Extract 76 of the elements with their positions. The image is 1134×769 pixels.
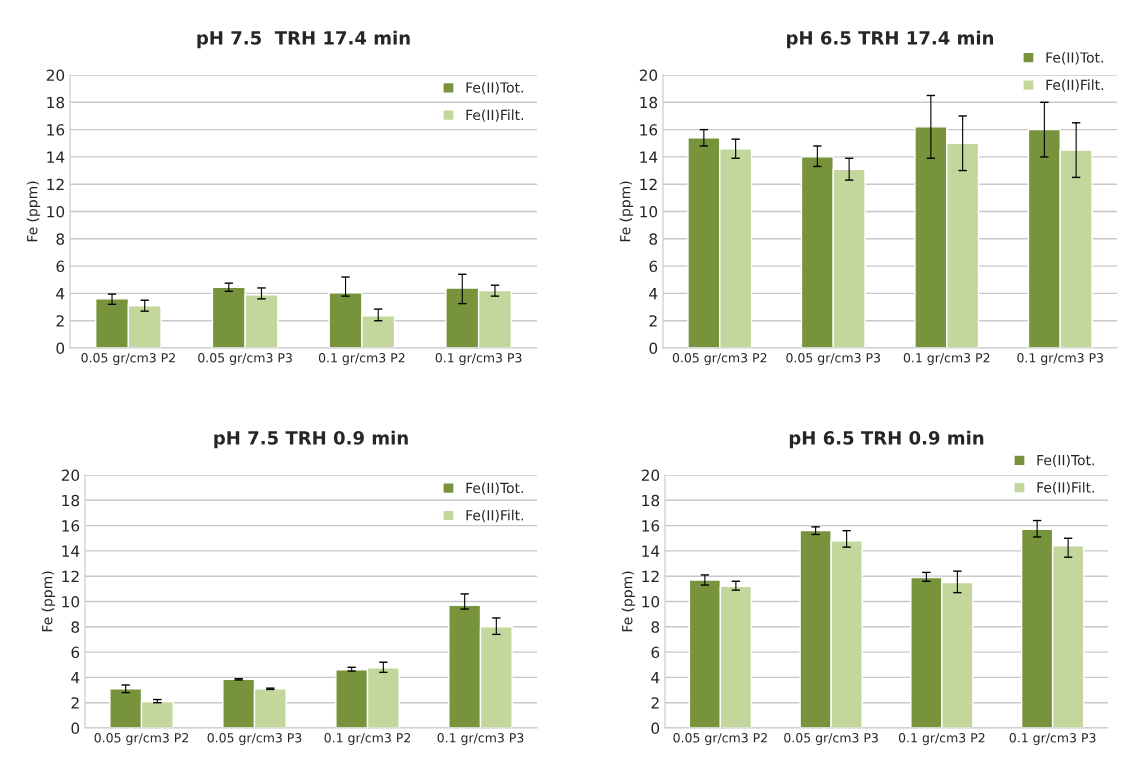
y-tick-label: 4 [651,672,660,684]
y-tick-label: 2 [651,697,659,709]
y-tick-label: 6 [56,260,65,273]
y-tick-label: 12 [642,570,659,582]
y-tick-label: 14 [642,545,660,557]
x-tick-label: 0.05 gr/cm3 P2 [672,353,767,365]
y-tick-label: 10 [642,595,660,608]
y-tick-label: 10 [62,595,80,608]
y-tick-label: 18 [642,494,660,507]
y-tick-label: 0 [71,722,80,735]
x-tick-label: 0.1 gr/cm3 P3 [437,733,524,745]
y-tick-label: 12 [62,570,79,582]
y-axis-title: Fe (ppm) [621,571,636,632]
y-tick-label: 8 [71,621,80,633]
y-tick-label: 10 [640,205,658,218]
y-tick-label: 16 [47,124,65,136]
y-tick-label: 0 [651,722,660,735]
y-axis-title: Fe (ppm) [26,181,41,242]
y-tick-label: 20 [61,469,80,482]
chart-title: pH 7.5 TRH 17.4 min [197,30,410,49]
y-tick-label: 20 [639,69,658,82]
x-tick-label: 0.1 gr/cm3 P2 [898,733,985,745]
y-axis-title: Fe (ppm) [41,571,56,632]
y-tick-label: 12 [640,178,657,190]
y-tick-label: 6 [71,646,80,659]
x-tick-label: 0.1 gr/cm3 P3 [1017,353,1104,365]
legend-label: Fe(II)Filt. [466,109,523,122]
legend-label: Fe(II)Filt. [1046,79,1103,92]
y-tick-label: 14 [62,545,80,557]
y-tick-label: 8 [56,233,65,245]
legend-label: Fe(II)Tot. [1046,52,1103,65]
x-tick-label: 0.05 gr/cm3 P2 [94,733,189,745]
y-tick-label: 8 [651,621,660,633]
y-tick-label: 16 [62,520,80,532]
y-tick-label: 18 [640,96,658,109]
chart-title: pH 6.5 TRH 0.9 min [789,430,984,449]
x-tick-label: 0.1 gr/cm3 P3 [1009,733,1096,745]
y-tick-label: 16 [640,124,658,136]
y-tick-label: 6 [649,260,658,273]
y-tick-label: 4 [71,672,80,684]
y-tick-label: 2 [649,315,657,327]
y-tick-label: 14 [640,151,658,163]
y-tick-label: 0 [649,342,658,355]
x-tick-label: 0.1 gr/cm3 P2 [903,353,990,365]
y-tick-label: 16 [642,520,660,532]
y-tick-label: 0 [56,342,65,355]
x-tick-label: 0.05 gr/cm3 P3 [207,733,302,745]
x-tick-label: 0.1 gr/cm3 P3 [435,353,522,365]
y-tick-label: 20 [46,69,65,82]
x-tick-label: 0.1 gr/cm3 P2 [318,353,405,365]
legend-label: Fe(II)Tot. [466,82,523,95]
chart-title: pH 6.5 TRH 17.4 min [787,30,994,49]
y-tick-label: 2 [56,315,64,327]
legend-label: Fe(II)Tot. [466,482,523,495]
y-tick-label: 4 [649,288,658,300]
y-tick-label: 18 [62,494,80,507]
y-tick-label: 2 [71,697,79,709]
legend-label: Fe(II)Filt. [1037,481,1094,495]
x-tick-label: 0.05 gr/cm3 P3 [784,733,878,745]
y-tick-label: 14 [47,151,65,163]
x-tick-label: 0.05 gr/cm3 P3 [198,353,292,365]
y-tick-label: 12 [47,178,64,190]
y-axis-title: Fe (ppm) [619,181,634,242]
x-tick-label: 0.05 gr/cm3 P3 [786,353,881,365]
y-tick-label: 6 [651,646,660,659]
y-tick-label: 20 [641,469,660,482]
x-tick-label: 0.1 gr/cm3 P2 [324,733,411,745]
y-tick-label: 4 [56,288,65,300]
y-tick-label: 18 [47,96,65,109]
legend-label: Fe(II)Filt. [466,509,523,523]
legend-label: Fe(II)Tot. [1037,454,1094,467]
chart-title: pH 7.5 TRH 0.9 min [214,430,408,449]
y-tick-label: 10 [47,205,65,218]
y-tick-label: 8 [649,233,658,245]
x-tick-label: 0.05 gr/cm3 P2 [673,733,767,745]
x-tick-label: 0.05 gr/cm3 P2 [81,353,175,365]
